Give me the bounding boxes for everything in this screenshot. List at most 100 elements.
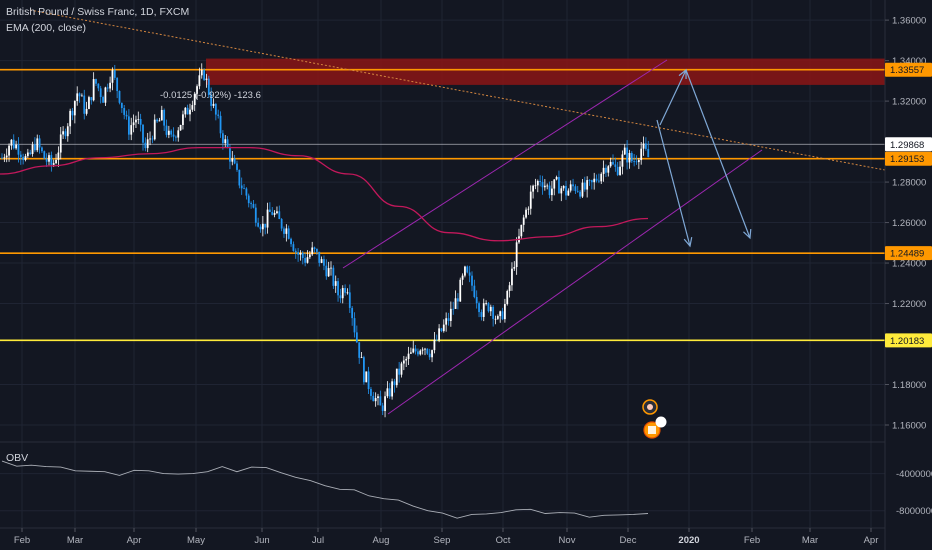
candle	[325, 259, 327, 279]
candle-body	[434, 340, 436, 350]
candle	[46, 153, 48, 167]
candle	[22, 154, 24, 165]
candle-body	[455, 298, 457, 309]
candle	[41, 146, 43, 153]
candle	[593, 173, 595, 190]
candle	[497, 314, 499, 320]
candle-body	[184, 108, 186, 115]
channel-upper	[343, 60, 667, 268]
time-tick-label: Feb	[744, 535, 760, 546]
candle-body	[180, 125, 182, 130]
candle	[170, 129, 172, 137]
candle-body	[3, 157, 5, 158]
candle-body	[260, 227, 262, 230]
candle	[389, 383, 391, 399]
candle	[643, 137, 645, 156]
candle	[191, 101, 193, 112]
candle-body	[335, 281, 337, 286]
candle-body	[516, 242, 518, 267]
candle-body	[600, 174, 602, 181]
candle-body	[459, 280, 461, 302]
candle	[563, 185, 565, 191]
candle	[340, 289, 342, 303]
candle	[156, 118, 158, 123]
candle	[375, 392, 377, 406]
candle	[556, 176, 558, 181]
candle-body	[356, 332, 358, 342]
candle-body	[163, 110, 165, 126]
candle-body	[509, 285, 511, 291]
candle	[13, 134, 15, 149]
candle-body	[389, 388, 391, 396]
candle	[645, 137, 647, 151]
candle-body	[262, 224, 264, 229]
candle-body	[283, 229, 285, 234]
candle	[544, 179, 546, 191]
candle-body	[417, 351, 419, 354]
candle-body	[166, 126, 168, 135]
candle-body	[563, 186, 565, 188]
candle-body	[476, 297, 478, 303]
candle	[285, 224, 287, 241]
candle-body	[128, 116, 130, 134]
candle-body	[645, 143, 647, 148]
candle-body	[253, 204, 255, 208]
candle-body	[309, 254, 311, 257]
obv-axis: -4000000 -8000000	[896, 469, 932, 517]
candle-body	[586, 180, 588, 189]
candle-body	[109, 83, 111, 89]
candle	[243, 184, 245, 189]
candlestick-series	[1, 63, 649, 417]
candle	[619, 161, 621, 176]
candle-body	[152, 139, 154, 140]
candle-body	[100, 88, 102, 97]
candle-body	[462, 276, 464, 280]
candle-body	[403, 360, 405, 363]
candle	[318, 252, 320, 267]
candle-body	[231, 159, 233, 162]
candle	[72, 108, 74, 120]
time-tick-label: Sep	[434, 535, 451, 546]
candle-body	[161, 110, 163, 120]
candle	[123, 105, 125, 119]
time-axis[interactable]: Feb Mar Apr May Jun Jul Aug Sep Oct Nov Dec 2020 Feb…	[14, 528, 879, 546]
candle	[466, 265, 468, 273]
candle-body	[365, 371, 367, 382]
candle-body	[490, 307, 492, 311]
candle-body	[248, 196, 250, 204]
candle-body	[135, 120, 137, 123]
candle-body	[102, 97, 104, 103]
candle-body	[90, 97, 92, 100]
candle	[121, 103, 123, 113]
candle-body	[495, 319, 497, 320]
candle	[391, 379, 393, 400]
candle-body	[222, 133, 224, 143]
candle-body	[116, 78, 118, 91]
candle	[506, 290, 508, 306]
candle	[488, 302, 490, 313]
event-markers[interactable]	[643, 400, 667, 438]
price-tick-label: 1.32000	[892, 97, 926, 108]
candle	[530, 185, 532, 214]
candle-body	[471, 276, 473, 286]
candle	[403, 356, 405, 370]
candle	[25, 154, 27, 162]
candle-body	[567, 191, 569, 196]
candle-body	[584, 183, 586, 190]
candle-body	[593, 179, 595, 182]
candle-body	[370, 389, 372, 396]
candle-body	[556, 177, 558, 179]
candle-body	[130, 125, 132, 135]
level-badge-label: 1.33557	[890, 65, 924, 76]
candle	[405, 357, 407, 367]
candle-body	[506, 291, 508, 304]
candle-body	[629, 153, 631, 162]
price-axis[interactable]: 1.36000 1.34000 1.32000 1.28000 1.26000 1.240…	[885, 16, 926, 432]
candle-body	[304, 258, 306, 263]
time-tick-label: Apr	[864, 535, 879, 546]
candle	[614, 158, 616, 172]
candle-body	[394, 381, 396, 385]
candle	[638, 158, 640, 169]
candle-body	[401, 363, 403, 374]
